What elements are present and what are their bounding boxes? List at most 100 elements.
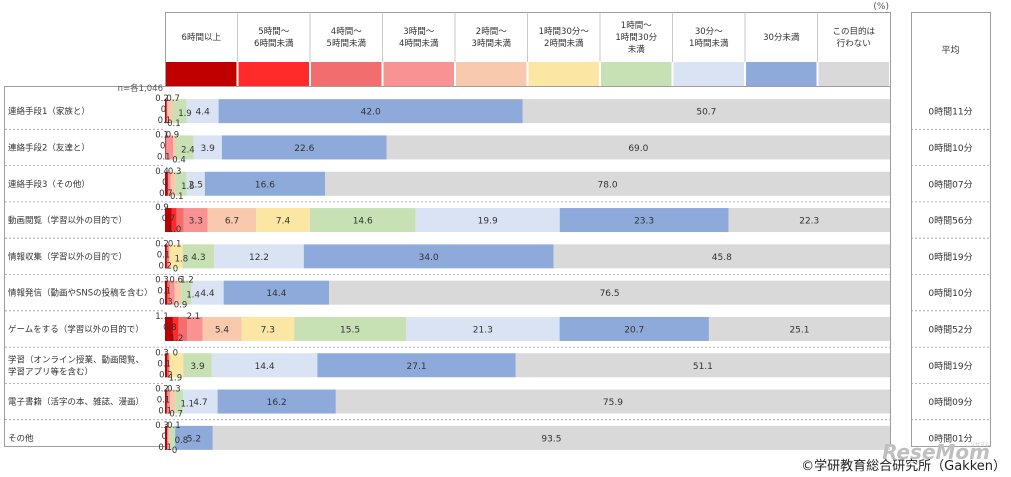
data-label: 7.4 (276, 217, 291, 227)
data-label: 3.9 (201, 144, 216, 154)
bar-segment (165, 208, 172, 233)
legend-swatch (528, 62, 599, 86)
legend-label: 4時間未満 (399, 38, 439, 49)
category-label: 情報発信（動画やSNSの投稿を含む） (8, 288, 153, 299)
data-label: 0.8 (175, 436, 189, 446)
bar-segment (515, 353, 890, 378)
data-label: 0.1 (157, 152, 171, 162)
legend-label: 1時間～ (621, 21, 652, 31)
bar-segment (256, 208, 310, 233)
average-value: 0時間01分 (928, 433, 972, 444)
data-label: 0.3 (167, 385, 181, 395)
bar-segment (207, 208, 257, 233)
legend-label: 2時間～ (476, 27, 507, 37)
bar-segment (167, 244, 169, 269)
data-label: 1.4 (186, 291, 200, 301)
data-label: 0.3 (159, 298, 173, 308)
bar-segment (175, 171, 187, 196)
bar-segment (294, 316, 406, 341)
bar-segment (175, 389, 184, 414)
bar-segment (211, 353, 318, 378)
bar-segment (522, 99, 890, 124)
legend-label: 6時間未満 (254, 38, 294, 49)
data-label: 1.1 (180, 400, 194, 410)
bar-segment (241, 316, 295, 341)
bar-segment (165, 171, 168, 196)
legend-swatch (456, 62, 527, 86)
data-label: 34.0 (419, 253, 439, 263)
data-label: 4.7 (193, 398, 207, 408)
bar-segment (169, 353, 184, 378)
data-label: 0.3 (155, 348, 169, 358)
data-label: 0.9 (174, 301, 188, 311)
data-label: 51.1 (693, 362, 713, 372)
data-label: 23.3 (634, 217, 654, 227)
data-label: 21.3 (473, 325, 493, 335)
category-label: 動画閲覧（学習以外の目的で） (8, 215, 127, 226)
data-label: 20.7 (624, 325, 644, 335)
data-label: 69.0 (628, 144, 648, 154)
average-value: 0時間11分 (928, 107, 972, 118)
category-label: 連絡手段2（友達と） (8, 142, 90, 153)
bar-segment (182, 244, 215, 269)
data-label: 1.2 (180, 276, 194, 286)
bar-segment (186, 99, 219, 124)
data-label: 14.4 (255, 362, 275, 372)
bar-segment (708, 316, 890, 341)
data-label: 19.9 (478, 217, 498, 227)
average-value: 0時間19分 (928, 361, 972, 372)
data-label: 45.8 (712, 253, 732, 263)
bar-segment (218, 99, 523, 124)
legend-label: 1時間未満 (689, 38, 729, 49)
data-label: 12.2 (249, 253, 269, 263)
data-label: 0.2 (155, 239, 169, 249)
data-label: 1.0 (168, 225, 182, 235)
data-label: 1.5 (181, 182, 195, 192)
legend-label: この目的は (832, 26, 875, 37)
data-label: 6.7 (225, 217, 239, 227)
bar-segment (166, 389, 168, 414)
data-label: 15.5 (340, 325, 360, 335)
data-label: 0.2 (155, 94, 169, 104)
legend-label: 1時間30分 (615, 33, 657, 43)
bar-segment (165, 316, 173, 341)
bar-segment (167, 280, 171, 305)
legend-label: 1時間30分～ (539, 27, 590, 37)
average-value: 0時間19分 (928, 252, 972, 263)
data-label: 22.6 (294, 144, 314, 154)
data-label: 16.2 (267, 398, 287, 408)
bar-segment (187, 316, 203, 341)
bar-segment (168, 171, 171, 196)
data-label: 14.6 (353, 217, 373, 227)
bar-segment (166, 244, 168, 269)
bar-segment (167, 353, 170, 378)
average-value: 0時間52分 (928, 324, 972, 335)
data-label: 0.7 (159, 189, 173, 199)
legend-label: 3時間未満 (472, 38, 512, 49)
bar-segment (165, 425, 168, 450)
bar-segment (168, 425, 170, 450)
bar-segment (193, 135, 222, 160)
bar-segment (559, 208, 729, 233)
bar-segment (181, 280, 192, 305)
bar-segment (178, 316, 188, 341)
bar-segment (167, 99, 173, 124)
data-label: 0 (161, 432, 166, 442)
legend-label: 4時間～ (331, 27, 362, 37)
data-label: 0.7 (169, 410, 183, 420)
copyright-text: ©学研教育総合研究所（Gakken） (801, 458, 1006, 474)
data-label: 0.3 (155, 276, 169, 286)
average-value: 0時間10分 (928, 288, 972, 299)
bar-segment (214, 244, 304, 269)
data-label: 2.4 (181, 145, 195, 155)
bar-segment (165, 135, 166, 160)
bar-segment (167, 389, 171, 414)
data-label: 0.7 (162, 214, 176, 224)
bar-segment (167, 425, 169, 450)
bar-segment (170, 171, 176, 196)
legend-swatch (746, 62, 817, 86)
data-label: 0.3 (155, 421, 169, 431)
bar-segment (168, 244, 170, 269)
bar-segment (175, 425, 213, 450)
